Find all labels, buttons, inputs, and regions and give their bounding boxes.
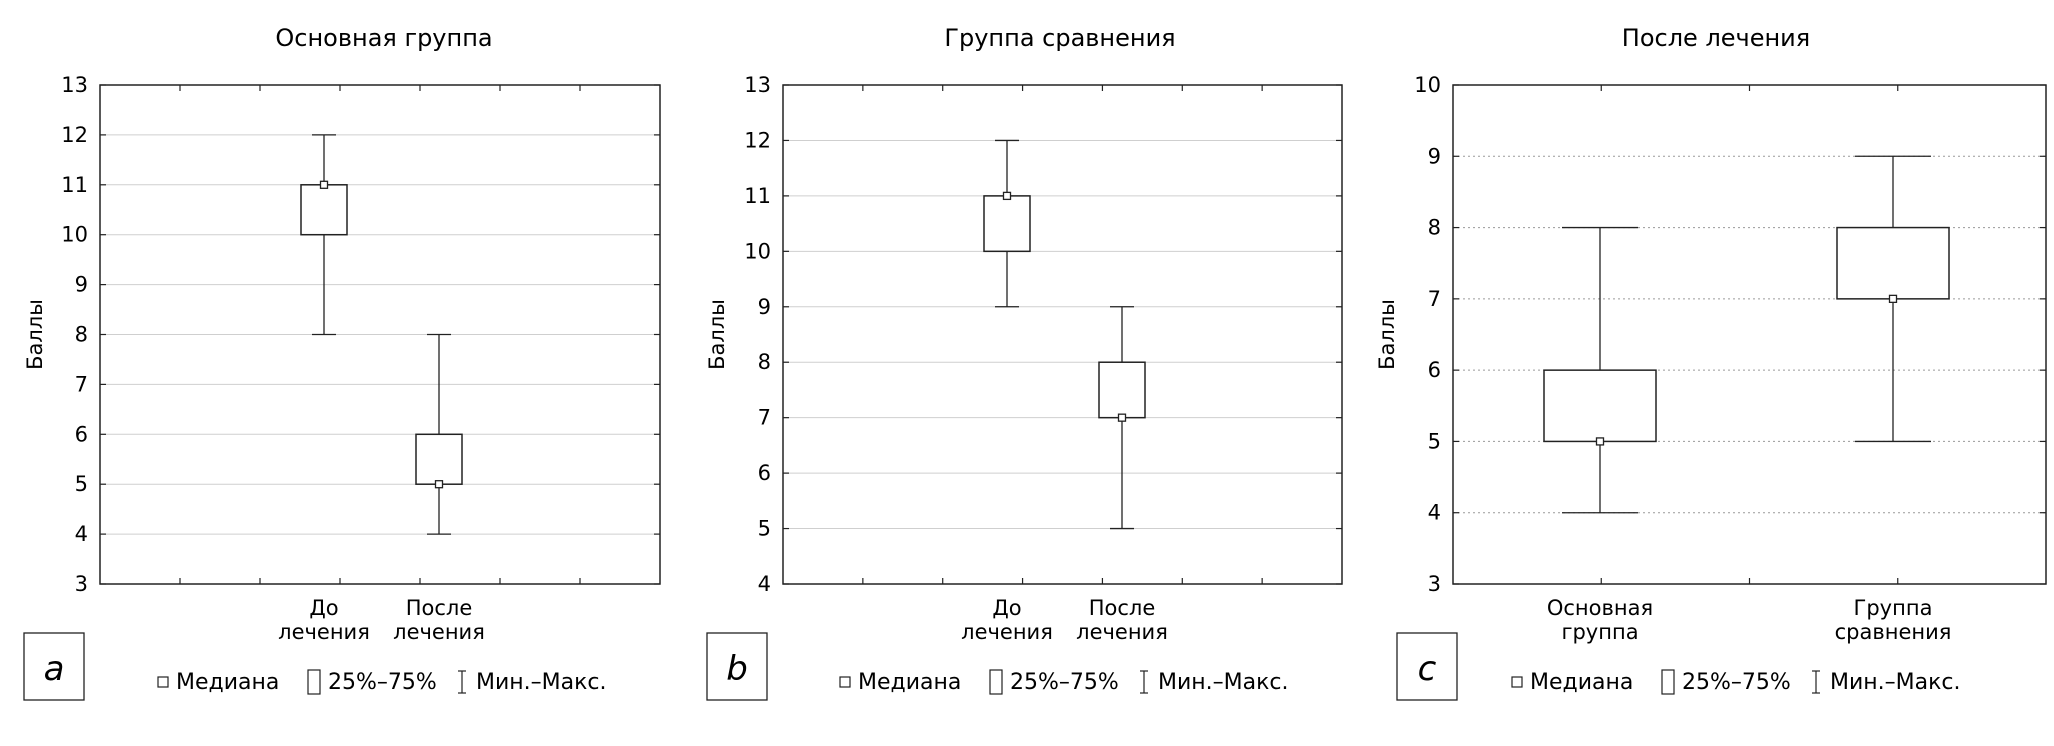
y-tick-label: 8: [758, 350, 771, 374]
plot-frame: [782, 84, 1343, 585]
plot-frame: [1452, 84, 2047, 585]
legend-box-symbol: [1661, 669, 1675, 695]
iqr-box: [415, 433, 463, 485]
y-tick-label: 6: [1428, 358, 1441, 382]
legend-box-symbol: [989, 669, 1003, 695]
category-label: лечения: [1076, 620, 1168, 644]
median-marker: [434, 480, 444, 489]
y-tick-label: 4: [75, 522, 88, 546]
box-1: [983, 139, 1031, 308]
median-marker: [319, 180, 329, 189]
legend-median-label: Медиана: [1530, 670, 1633, 695]
y-tick-label: 12: [61, 123, 88, 147]
y-tick-label: 9: [758, 295, 771, 319]
y-tick-label: 11: [744, 184, 771, 208]
y-tick-label: 11: [61, 173, 88, 197]
box-2: [1098, 306, 1146, 530]
category-label: лечения: [393, 620, 485, 644]
legend-whisker-label: Мин.–Макс.: [476, 670, 607, 695]
y-tick-label: 13: [61, 73, 88, 97]
y-tick-label: 5: [75, 472, 88, 496]
panel-a: Основная группа345678910111213БаллыДолеч…: [23, 24, 661, 701]
panel-label-box: [1396, 632, 1458, 701]
category-label: До: [992, 596, 1021, 620]
y-tick-label: 6: [75, 422, 88, 446]
y-tick-label: 13: [744, 73, 771, 97]
category-label: Группа: [1854, 596, 1933, 620]
y-tick-label: 8: [75, 323, 88, 347]
y-tick-label: 5: [1428, 429, 1441, 453]
y-axis-label: Баллы: [1375, 299, 1399, 370]
iqr-box: [1836, 226, 1950, 300]
iqr-box: [983, 195, 1031, 253]
chart-title: Основная группа: [275, 24, 492, 52]
y-tick-label: 10: [744, 239, 771, 263]
chart-title: После лечения: [1622, 24, 1810, 52]
box-2: [415, 333, 463, 535]
panel-c: После лечения 3 4 5 6 7 8 9 10 Баллы Основнаягрупп…: [1375, 24, 2047, 701]
category-label: Основная: [1547, 596, 1653, 620]
chart-title: Группа сравнения: [944, 24, 1175, 52]
y-tick-label: 4: [1428, 501, 1441, 525]
median-marker: [1002, 191, 1012, 201]
median-marker: [1888, 294, 1898, 304]
y-tick-label: 4: [758, 572, 771, 596]
y-tick-label: 9: [1428, 144, 1441, 168]
y-tick-label: 10: [61, 223, 88, 247]
category-label: лечения: [961, 620, 1053, 644]
y-axis-label: Баллы: [705, 299, 729, 370]
panel-label-box: [23, 632, 85, 701]
legend-median-symbol: [157, 676, 169, 688]
median-marker: [1117, 413, 1127, 422]
y-tick-label: 3: [1428, 572, 1441, 596]
category-label: группа: [1561, 620, 1638, 644]
y-tick-label: 9: [75, 273, 88, 297]
panel-label: c: [1418, 649, 1437, 689]
panel-b: Группа сравнения45678910111213БаллыДолеч…: [705, 24, 1343, 701]
category-label: До: [309, 596, 338, 620]
y-tick-label: 7: [1428, 287, 1441, 311]
y-tick-label: 7: [758, 406, 771, 430]
iqr-box: [300, 184, 348, 236]
y-tick-label: 12: [744, 128, 771, 152]
category-label: сравнения: [1835, 620, 1952, 644]
y-tick-label: 7: [75, 372, 88, 396]
legend-box-label: 25%–75%: [1682, 670, 1791, 695]
y-axis-label: Баллы: [23, 299, 47, 370]
y-tick-label: 3: [75, 572, 88, 596]
box-1: [1543, 226, 1657, 514]
box-2: [1836, 155, 1950, 443]
legend-whisker-label: Мин.–Макс.: [1158, 670, 1289, 695]
iqr-box: [1098, 361, 1146, 419]
y-tick-label: 6: [758, 461, 771, 485]
legend-median-label: Медиана: [176, 670, 279, 695]
legend-box-label: 25%–75%: [328, 670, 437, 695]
panel-label: a: [44, 649, 65, 689]
category-label: лечения: [278, 620, 370, 644]
panel-label-box: [706, 632, 768, 701]
panel-label: b: [726, 649, 748, 689]
legend-median-symbol: [839, 676, 851, 688]
y-tick-label: 5: [758, 517, 771, 541]
legend-whisker-label: Мин.–Макс.: [1830, 670, 1961, 695]
legend-median-symbol: [1511, 676, 1523, 688]
category-label: После: [406, 596, 473, 620]
y-tick-label: 8: [1428, 216, 1441, 240]
legend-box-symbol: [307, 669, 321, 695]
median-marker: [1595, 437, 1605, 446]
y-tick-label: 10: [1414, 73, 1441, 97]
iqr-box: [1543, 369, 1657, 443]
category-label: После: [1089, 596, 1156, 620]
legend-box-label: 25%–75%: [1010, 670, 1119, 695]
legend-median-label: Медиана: [858, 670, 961, 695]
box-1: [300, 134, 348, 336]
